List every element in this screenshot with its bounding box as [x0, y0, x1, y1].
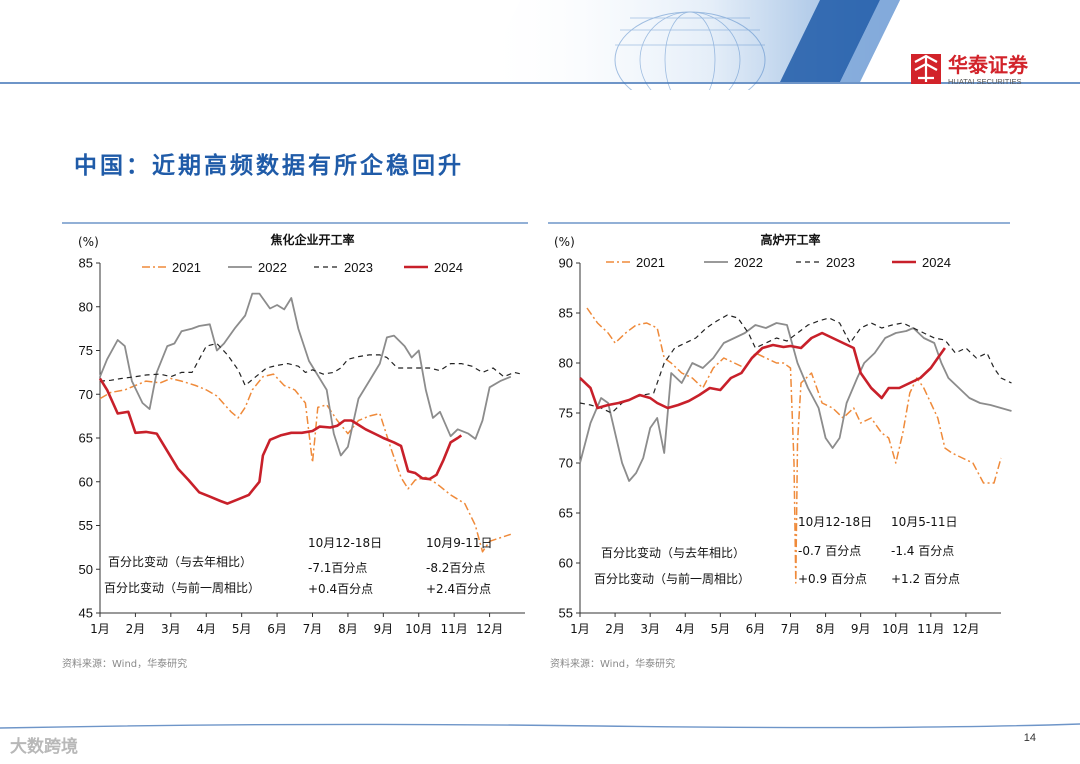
chart-title: 焦化企业开工率: [269, 232, 354, 247]
legend-label-2024: 2024: [434, 260, 463, 275]
x-tick-label: 12月: [476, 622, 503, 636]
y-tick-label: 50: [79, 562, 93, 577]
brand-en: HUATAI SECURITIES: [948, 77, 1021, 86]
x-tick-label: 2月: [126, 622, 146, 636]
series-line-2021: [586, 307, 1002, 584]
x-tick-label: 5月: [711, 622, 731, 636]
series-line-2022: [99, 292, 512, 457]
annotation-yoy-1: -0.7 百分点: [798, 544, 861, 558]
source-note-blast-furnace: 资料来源：Wind，华泰研究: [550, 659, 676, 670]
y-axis-unit: (%): [78, 235, 99, 249]
y-tick-label: 75: [79, 343, 93, 358]
legend-label-2022: 2022: [258, 260, 287, 275]
legend-label-2022: 2022: [734, 255, 763, 270]
annotation-date-1: 10月12-18日: [798, 515, 872, 529]
x-tick-label: 1月: [90, 622, 110, 636]
series-line-2023: [579, 314, 1012, 414]
x-tick-label: 10月: [405, 622, 432, 636]
x-tick-label: 3月: [161, 622, 181, 636]
annotation-date-1: 10月12-18日: [308, 536, 382, 550]
x-tick-label: 4月: [196, 622, 216, 636]
chart-blast-furnace: 高炉开工率 (%) 55 60 65 70 75 80 85 90 1月 2月 3月 4月 5月 6月 7月 8月…: [546, 220, 1016, 650]
y-tick-label: 80: [79, 299, 93, 314]
annotation-wow-2: +1.2 百分点: [891, 572, 960, 586]
annotation-wow-label: 百分比变动（与前一周相比）: [594, 571, 750, 586]
brand-cn: 华泰证券: [948, 53, 1029, 77]
annotation-date-2: 10月9-11日: [426, 536, 493, 550]
x-tick-label: 7月: [303, 622, 323, 636]
header-banner: 华泰证券 HUATAI SECURITIES: [0, 0, 1080, 90]
x-tick-label: 9月: [374, 622, 394, 636]
series-line-2022: [579, 322, 1012, 482]
chart-title: 高炉开工率: [760, 232, 820, 247]
annotation-wow-1: +0.9 百分点: [798, 572, 867, 586]
page-number: 14: [1023, 732, 1036, 744]
y-tick-label: 65: [559, 506, 573, 521]
y-tick-label: 60: [79, 474, 93, 489]
x-tick-label: 2月: [605, 622, 625, 636]
chart-coking: 焦化企业开工率 (%) 45 50 55 60 65 70 75 80 85 1月 2月 3月 4月 5月 6月…: [60, 220, 540, 650]
x-tick-label: 11月: [441, 622, 468, 636]
y-tick-label: 70: [79, 387, 93, 402]
annotation-yoy-2: -8.2百分点: [426, 561, 485, 575]
globe-icon: [614, 11, 766, 90]
annotation-wow-2: +2.4百分点: [426, 582, 491, 596]
legend-label-2024: 2024: [922, 255, 951, 270]
x-tick-label: 5月: [232, 622, 252, 636]
y-tick-label: 55: [79, 518, 93, 533]
annotation-date-2: 10月5-11日: [891, 515, 958, 529]
y-tick-label: 60: [559, 556, 573, 571]
legend-label-2021: 2021: [636, 255, 665, 270]
y-tick-label: 85: [79, 256, 93, 271]
x-tick-label: 1月: [570, 622, 590, 636]
legend-label-2023: 2023: [826, 255, 855, 270]
y-tick-label: 90: [559, 256, 573, 271]
series-line-2021: [99, 373, 512, 553]
y-tick-label: 70: [559, 456, 573, 471]
annotation-wow-label: 百分比变动（与前一周相比）: [104, 580, 260, 595]
legend-label-2023: 2023: [344, 260, 373, 275]
x-tick-label: 8月: [816, 622, 836, 636]
source-note-coking: 资料来源：Wind，华泰研究: [62, 659, 188, 670]
y-tick-label: 55: [559, 606, 573, 621]
page-title: 中国：近期高频数据有所企稳回升: [74, 153, 464, 179]
y-axis-unit: (%): [554, 235, 575, 249]
y-tick-label: 45: [79, 606, 93, 621]
x-tick-label: 4月: [675, 622, 695, 636]
x-tick-label: 11月: [917, 622, 944, 636]
annotation-yoy-label: 百分比变动（与去年相比）: [601, 545, 745, 560]
legend-label-2021: 2021: [172, 260, 201, 275]
x-tick-label: 3月: [640, 622, 660, 636]
annotation-yoy-2: -1.4 百分点: [891, 544, 954, 558]
annotation-yoy-label: 百分比变动（与去年相比）: [108, 554, 252, 569]
x-tick-label: 7月: [781, 622, 801, 636]
x-tick-label: 6月: [267, 622, 287, 636]
x-tick-label: 10月: [882, 622, 909, 636]
footer-rule: [0, 723, 1080, 729]
x-tick-label: 6月: [746, 622, 766, 636]
huatai-logo-icon: [911, 54, 941, 84]
y-tick-label: 75: [559, 406, 573, 421]
x-tick-label: 8月: [338, 622, 358, 636]
series-line-2024: [579, 331, 946, 410]
series-line-2024: [98, 377, 463, 505]
x-tick-label: 12月: [952, 622, 979, 636]
y-tick-label: 80: [559, 356, 573, 371]
annotation-wow-1: +0.4百分点: [308, 582, 373, 596]
watermark: 大数跨境: [10, 737, 78, 757]
x-tick-label: 9月: [851, 622, 871, 636]
y-tick-label: 65: [79, 431, 93, 446]
annotation-yoy-1: -7.1百分点: [308, 561, 367, 575]
series-line-2023: [99, 342, 522, 387]
y-tick-label: 85: [559, 306, 573, 321]
